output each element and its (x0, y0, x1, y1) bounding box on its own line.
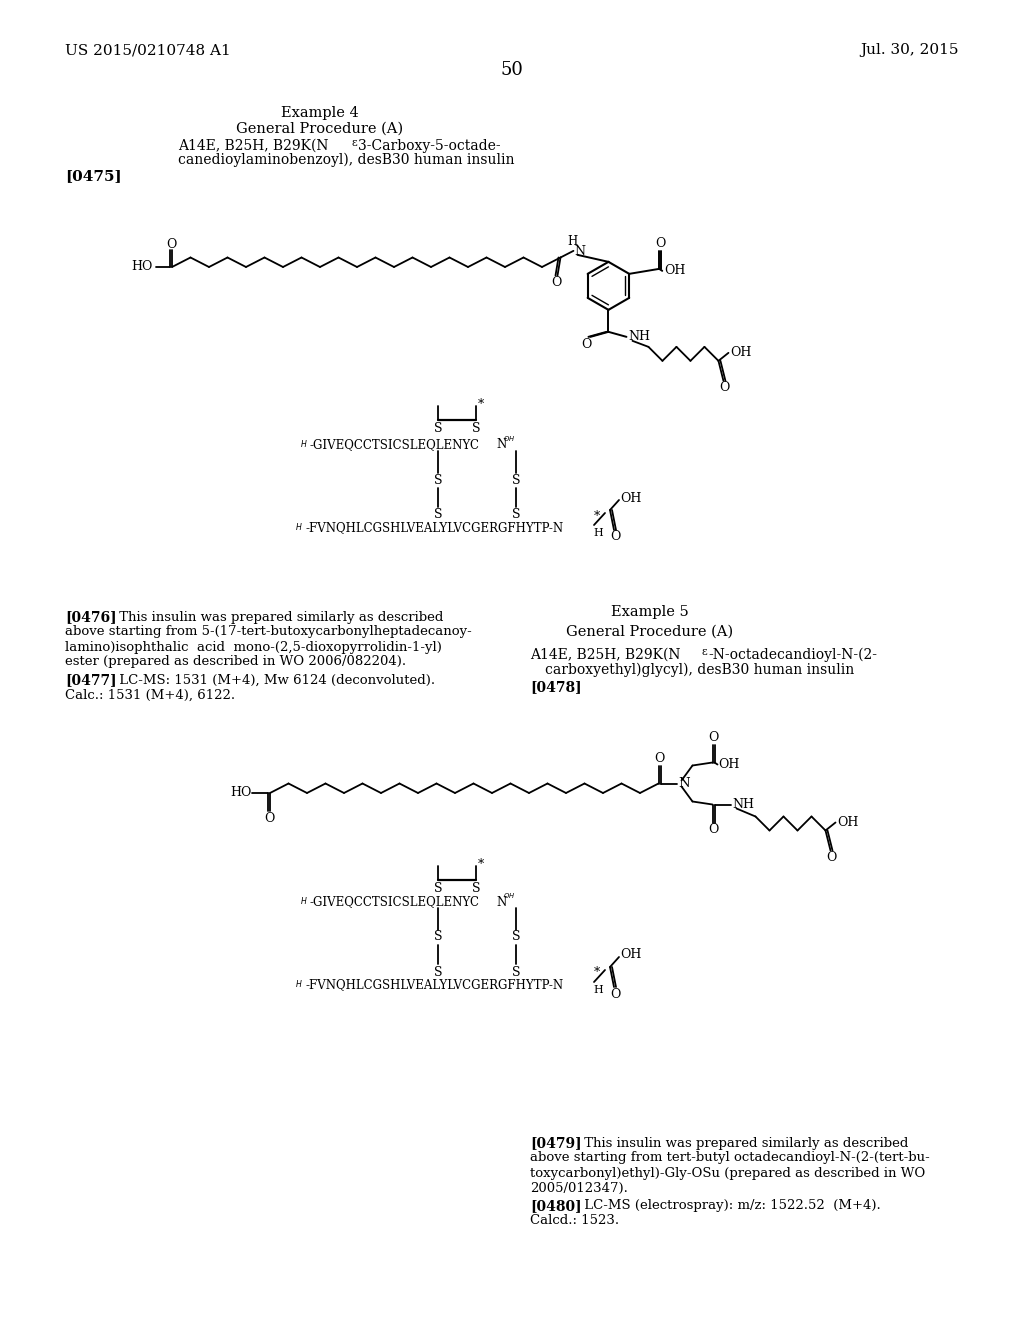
Text: above starting from tert-butyl octadecandioyl-N-(2-(tert-bu-: above starting from tert-butyl octadecan… (530, 1151, 930, 1164)
Text: O: O (709, 731, 719, 744)
Text: OH: OH (838, 816, 859, 829)
Text: 50: 50 (501, 61, 523, 79)
Text: S: S (434, 965, 442, 978)
Text: S: S (512, 965, 520, 978)
Text: *: * (478, 858, 484, 870)
Text: O: O (826, 851, 837, 865)
Text: H: H (593, 528, 603, 539)
Text: S: S (434, 421, 442, 434)
Text: O: O (610, 531, 621, 544)
Text: *: * (594, 966, 600, 979)
Text: O: O (719, 381, 730, 395)
Text: S: S (472, 421, 480, 434)
Text: $^{H}$: $^{H}$ (295, 979, 303, 990)
Text: [0475]: [0475] (65, 169, 122, 183)
Text: A14E, B25H, B29K(N: A14E, B25H, B29K(N (530, 648, 681, 663)
Text: [0480]: [0480] (530, 1199, 582, 1213)
Text: Calcd.: 1523.: Calcd.: 1523. (530, 1214, 620, 1228)
Text: 2005/012347).: 2005/012347). (530, 1181, 628, 1195)
Text: carboxyethyl)glycyl), desB30 human insulin: carboxyethyl)glycyl), desB30 human insul… (545, 663, 854, 677)
Text: -GIVEQCCTSICSLEQLENYC: -GIVEQCCTSICSLEQLENYC (310, 438, 480, 451)
Text: *: * (594, 510, 600, 523)
Text: O: O (655, 238, 666, 251)
Text: O: O (551, 276, 562, 289)
Text: LC-MS: 1531 (M+4), Mw 6124 (deconvoluted).: LC-MS: 1531 (M+4), Mw 6124 (deconvoluted… (115, 673, 435, 686)
Text: S: S (512, 474, 520, 487)
Text: Example 5: Example 5 (611, 605, 689, 619)
Text: 3-Carboxy-5-octade-: 3-Carboxy-5-octade- (358, 139, 501, 153)
Text: NH: NH (732, 799, 755, 810)
Text: ester (prepared as described in WO 2006/082204).: ester (prepared as described in WO 2006/… (65, 656, 407, 668)
Text: S: S (434, 474, 442, 487)
Text: Example 4: Example 4 (282, 106, 358, 120)
Text: O: O (654, 752, 665, 766)
Text: LC-MS (electrospray): m/z: 1522.52  (M+4).: LC-MS (electrospray): m/z: 1522.52 (M+4)… (580, 1200, 881, 1213)
Text: S: S (512, 508, 520, 521)
Text: O: O (582, 338, 592, 351)
Text: S: S (512, 931, 520, 944)
Text: Jul. 30, 2015: Jul. 30, 2015 (860, 44, 959, 57)
Text: -FVNQHLCGSHLVEALYLVCGERGFHYTP-N: -FVNQHLCGSHLVEALYLVCGERGFHYTP-N (305, 521, 563, 535)
Text: N: N (679, 777, 690, 789)
Text: O: O (166, 238, 176, 251)
Text: $^{OH}$: $^{OH}$ (503, 895, 515, 903)
Text: This insulin was prepared similarly as described: This insulin was prepared similarly as d… (580, 1137, 908, 1150)
Text: N: N (496, 438, 506, 451)
Text: OH: OH (719, 758, 740, 771)
Text: O: O (709, 822, 719, 836)
Text: OH: OH (620, 949, 641, 961)
Text: *: * (478, 397, 484, 411)
Text: ε: ε (352, 139, 357, 148)
Text: N: N (574, 246, 586, 259)
Text: $^{H}$: $^{H}$ (300, 898, 308, 907)
Text: $^{H}$: $^{H}$ (300, 440, 308, 450)
Text: toxycarbonyl)ethyl)-Gly-OSu (prepared as described in WO: toxycarbonyl)ethyl)-Gly-OSu (prepared as… (530, 1167, 926, 1180)
Text: General Procedure (A): General Procedure (A) (566, 624, 733, 639)
Text: lamino)isophthalic  acid  mono-(2,5-dioxopyrrolidin-1-yl): lamino)isophthalic acid mono-(2,5-dioxop… (65, 640, 442, 653)
Text: HO: HO (132, 260, 153, 273)
Text: OH: OH (620, 491, 641, 504)
Text: NH: NH (629, 330, 650, 343)
Text: [0477]: [0477] (65, 673, 117, 686)
Text: $^{H}$: $^{H}$ (295, 523, 303, 533)
Text: This insulin was prepared similarly as described: This insulin was prepared similarly as d… (115, 610, 443, 623)
Text: OH: OH (730, 346, 752, 359)
Text: A14E, B25H, B29K(N: A14E, B25H, B29K(N (178, 139, 329, 153)
Text: O: O (264, 812, 274, 825)
Text: N: N (496, 895, 506, 908)
Text: above starting from 5-(17-tert-butoxycarbonylheptadecanoy-: above starting from 5-(17-tert-butoxycar… (65, 626, 472, 639)
Text: S: S (434, 931, 442, 944)
Text: General Procedure (A): General Procedure (A) (237, 121, 403, 136)
Text: Calc.: 1531 (M+4), 6122.: Calc.: 1531 (M+4), 6122. (65, 689, 236, 701)
Text: O: O (610, 987, 621, 1001)
Text: [0479]: [0479] (530, 1137, 582, 1150)
Text: S: S (472, 882, 480, 895)
Text: H: H (567, 235, 578, 248)
Text: US 2015/0210748 A1: US 2015/0210748 A1 (65, 44, 230, 57)
Text: -GIVEQCCTSICSLEQLENYC: -GIVEQCCTSICSLEQLENYC (310, 895, 480, 908)
Text: [0478]: [0478] (530, 680, 582, 694)
Text: HO: HO (230, 787, 252, 800)
Text: H: H (593, 985, 603, 995)
Text: S: S (434, 508, 442, 521)
Text: S: S (434, 882, 442, 895)
Text: canedioylaminobenzoyl), desB30 human insulin: canedioylaminobenzoyl), desB30 human ins… (178, 153, 514, 168)
Text: [0476]: [0476] (65, 610, 117, 624)
Text: -FVNQHLCGSHLVEALYLVCGERGFHYTP-N: -FVNQHLCGSHLVEALYLVCGERGFHYTP-N (305, 978, 563, 991)
Text: OH: OH (665, 264, 686, 277)
Text: -N-octadecandioyl-N-(2-: -N-octadecandioyl-N-(2- (708, 648, 877, 663)
Text: ε: ε (702, 647, 708, 657)
Text: $^{OH}$: $^{OH}$ (503, 437, 515, 446)
